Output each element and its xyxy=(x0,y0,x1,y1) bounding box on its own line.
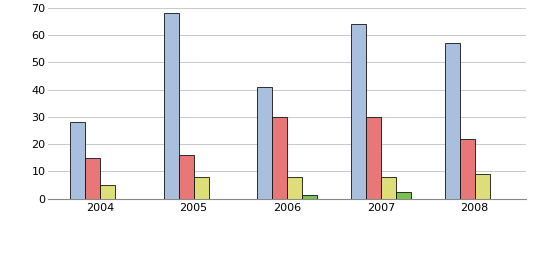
Bar xyxy=(445,43,460,199)
Bar xyxy=(396,192,411,199)
Bar xyxy=(366,117,381,199)
Bar xyxy=(302,195,317,199)
Bar xyxy=(85,158,100,199)
Bar xyxy=(70,122,85,199)
Bar xyxy=(164,14,179,199)
Bar xyxy=(100,185,115,199)
Bar xyxy=(272,117,287,199)
Bar xyxy=(351,24,366,199)
Bar xyxy=(179,155,194,199)
Bar xyxy=(460,139,475,199)
Bar xyxy=(475,174,490,199)
Bar xyxy=(257,87,272,199)
Bar xyxy=(194,177,209,199)
Bar xyxy=(381,177,396,199)
Bar xyxy=(287,177,302,199)
